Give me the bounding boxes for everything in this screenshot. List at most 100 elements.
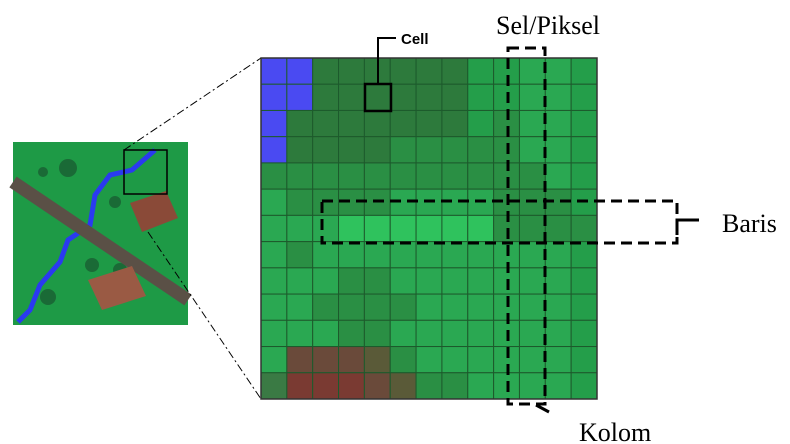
grid-cell xyxy=(467,136,495,164)
grid-cell xyxy=(570,109,598,138)
grid-cell xyxy=(467,346,495,374)
grid-cell xyxy=(518,241,546,269)
grid-cell xyxy=(338,83,365,111)
kolom-label: Kolom xyxy=(579,418,651,444)
grid-cell xyxy=(363,346,391,374)
grid-cell xyxy=(415,346,443,374)
grid-cell xyxy=(441,136,469,164)
grid-cell xyxy=(312,214,340,243)
grid-cell xyxy=(441,57,469,85)
tree-6 xyxy=(85,258,99,272)
grid-cell xyxy=(389,241,417,269)
grid-cell xyxy=(415,162,443,190)
grid-cell xyxy=(363,109,391,138)
building-2 xyxy=(88,266,146,310)
grid-cell xyxy=(389,136,417,164)
cell-label: Cell xyxy=(401,31,429,48)
baris-label: Baris xyxy=(722,209,777,238)
grid-cell xyxy=(467,83,495,111)
grid-cell xyxy=(467,241,495,269)
grid-cell xyxy=(415,293,443,321)
baris-bracket xyxy=(675,218,699,235)
grid-cell xyxy=(389,109,417,138)
grid-cell xyxy=(518,57,546,85)
grid-cell xyxy=(363,293,391,321)
grid-cell xyxy=(363,267,391,295)
grid-cell xyxy=(467,162,495,190)
grid-cell xyxy=(260,241,288,269)
column-highlight xyxy=(506,46,547,406)
grid-cell xyxy=(389,57,417,85)
grid-cell xyxy=(544,109,572,138)
grid-cell xyxy=(312,109,340,138)
grid-cell xyxy=(544,346,572,374)
grid-cell xyxy=(312,319,340,348)
grid-cell xyxy=(260,109,288,138)
tree-2 xyxy=(38,167,48,177)
grid-cell xyxy=(338,319,365,348)
zoom-box xyxy=(123,149,168,195)
grid-cell xyxy=(338,57,365,85)
grid-cell xyxy=(518,319,546,348)
grid-cell xyxy=(544,293,572,321)
grid-cell xyxy=(518,372,546,400)
grid-cell xyxy=(363,162,391,190)
grid-cell xyxy=(286,372,314,400)
grid-cell xyxy=(570,57,598,85)
grid-cell xyxy=(312,83,340,111)
grid-cell xyxy=(518,346,546,374)
grid-cell xyxy=(441,109,469,138)
grid-cell xyxy=(389,372,417,400)
grid-cell xyxy=(363,83,391,111)
grid-cell xyxy=(415,267,443,295)
grid-cell xyxy=(544,136,572,164)
grid-cell xyxy=(467,57,495,85)
grid-cell xyxy=(415,109,443,138)
grid-cell xyxy=(518,267,546,295)
grid-cell xyxy=(570,136,598,164)
grid-cell xyxy=(570,267,598,295)
grid-cell xyxy=(441,241,469,269)
projection-line-top xyxy=(123,57,262,151)
grid-cell xyxy=(467,214,495,243)
grid-cell xyxy=(286,109,314,138)
grid-cell xyxy=(286,241,314,269)
grid-cell xyxy=(415,57,443,85)
tree-3 xyxy=(109,196,121,208)
grid-cell xyxy=(389,214,417,243)
grid-cell xyxy=(441,319,469,348)
tree-5 xyxy=(40,289,56,305)
grid-cell xyxy=(363,241,391,269)
grid-cell xyxy=(570,293,598,321)
road xyxy=(9,176,192,306)
grid-cell xyxy=(338,293,365,321)
grid-cell xyxy=(338,214,365,243)
grid-cell xyxy=(286,83,314,111)
kolom-bracket xyxy=(535,403,550,414)
grid-cell xyxy=(415,83,443,111)
grid-cell xyxy=(286,293,314,321)
grid-cell xyxy=(518,109,546,138)
grid-cell xyxy=(441,293,469,321)
grid-cell xyxy=(338,241,365,269)
grid-cell xyxy=(260,372,288,400)
grid-cell xyxy=(312,346,340,374)
grid-cell xyxy=(544,162,572,190)
grid-cell xyxy=(312,162,340,190)
grid-cell xyxy=(389,267,417,295)
thumbnail-map xyxy=(9,142,192,325)
grid-cell xyxy=(260,293,288,321)
grid-cell xyxy=(260,319,288,348)
grid-cell xyxy=(570,346,598,374)
grid-cell xyxy=(570,241,598,269)
grid-cell xyxy=(260,57,288,85)
grid-cell xyxy=(286,319,314,348)
grid-cell xyxy=(544,319,572,348)
grid-cell xyxy=(260,162,288,190)
grid-cell xyxy=(570,162,598,190)
grid-cell xyxy=(286,188,314,216)
grid-cell xyxy=(338,162,365,190)
grid-cell xyxy=(389,83,417,111)
grid-cell xyxy=(286,136,314,164)
